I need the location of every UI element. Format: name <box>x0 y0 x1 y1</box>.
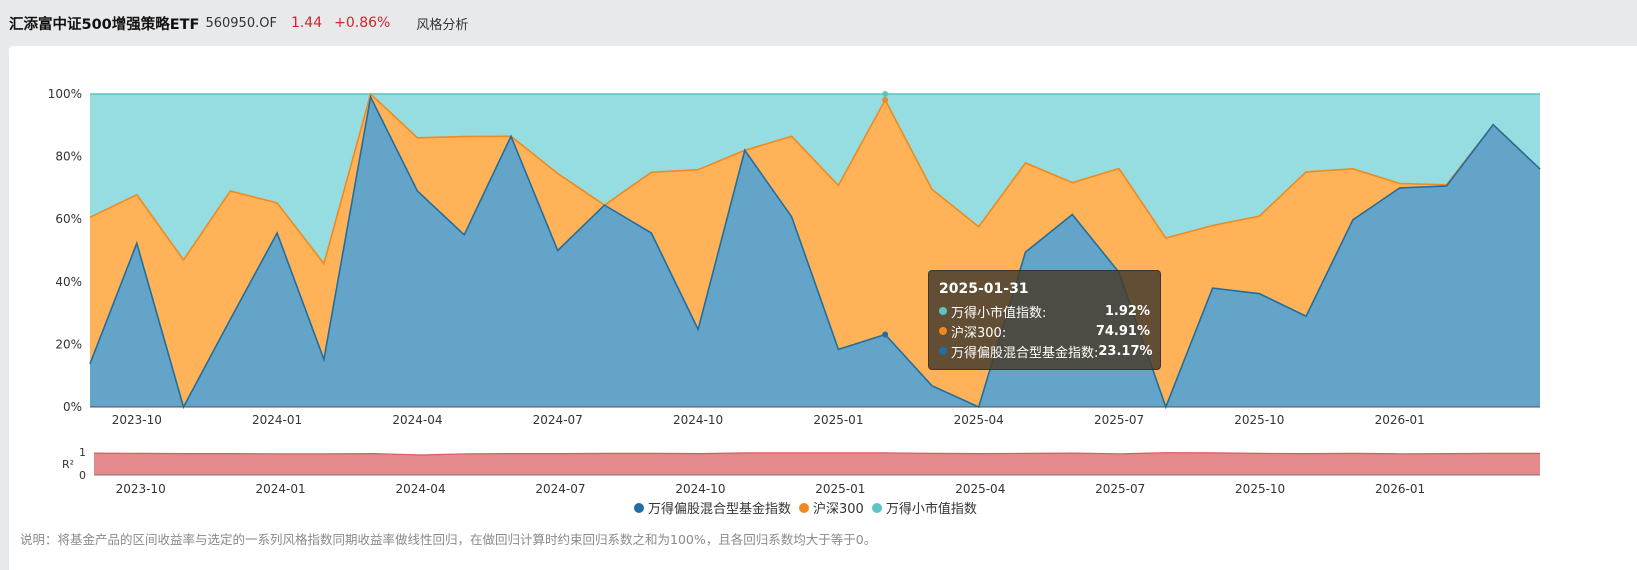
series-area-1 <box>90 94 1540 407</box>
tab-style-analysis[interactable]: 风格分析 <box>416 17 469 33</box>
x-tick-label: 2023-10 <box>112 413 162 427</box>
legend-dot-icon <box>634 502 644 513</box>
fund-code: 560950.OF <box>205 15 277 31</box>
x-tick-label: 2026-01 <box>1375 413 1425 427</box>
r2-line <box>93 452 1540 456</box>
legend-label: 万得小市值指数 <box>885 502 977 517</box>
series-line-1 <box>89 92 1541 266</box>
tooltip-series-value: 74.91% <box>1095 323 1150 339</box>
tooltip-series-name: 万得小市值指数: <box>951 305 1047 321</box>
r2-x-tick-label: 2024-07 <box>535 482 585 496</box>
x-tick-label: 2025-01 <box>813 413 863 427</box>
r2-x-tick-label: 2025-07 <box>1095 482 1145 496</box>
series-area-0 <box>90 97 1540 407</box>
r2-y-tick-label: 0 <box>79 469 86 482</box>
tooltip-row: 沪深300: 74.91% <box>939 321 1150 341</box>
legend-label: 沪深300 <box>813 502 864 517</box>
fund-header: 汇添富中证500增强策略ETF 560950.OF 1.44 +0.86% 风格… <box>0 0 1637 46</box>
x-tick-label: 2025-04 <box>954 413 1004 427</box>
fund-price: 1.44 <box>290 15 323 31</box>
tooltip-date: 2025-01-31 <box>939 281 1029 297</box>
fund-name: 汇添富中证500增强策略ETF <box>9 16 200 33</box>
tooltip-series-value: 1.92% <box>1104 303 1150 319</box>
x-tick-label: 2024-10 <box>673 413 723 427</box>
tooltip-dot-icon <box>939 347 947 355</box>
y-tick-label: 0% <box>63 400 82 414</box>
r2-x-tick-label: 2024-04 <box>395 482 445 496</box>
x-tick-label: 2025-10 <box>1234 413 1284 427</box>
legend-dot-icon <box>871 502 882 513</box>
hover-point <box>882 331 889 338</box>
legend-dot-icon <box>799 502 810 513</box>
legend-item-fund-index[interactable]: 万得偏股混合型基金指数 <box>634 498 791 517</box>
chart-legend: 万得偏股混合型基金指数 沪深300 万得小市值指数 <box>634 498 985 517</box>
r2-x-tick-label: 2023-10 <box>116 482 166 496</box>
r2-area <box>94 452 1540 475</box>
fund-change: +0.86% <box>334 15 391 31</box>
y-tick-label: 40% <box>55 275 82 289</box>
r2-x-tick-label: 2026-01 <box>1375 482 1425 496</box>
hover-point <box>882 91 889 97</box>
r2-x-tick-label: 2025-04 <box>955 482 1005 496</box>
tooltip-series-name: 万得偏股混合型基金指数: <box>951 345 1099 361</box>
x-tick-label: 2025-07 <box>1094 413 1144 427</box>
r2-y-label: R² <box>62 458 74 471</box>
y-tick-label: 100% <box>48 87 82 101</box>
tooltip-row: 万得偏股混合型基金指数: 23.17% <box>939 341 1153 361</box>
tooltip-dot-icon <box>939 327 947 335</box>
explanation-note: 说明：将基金产品的区间收益率与选定的一系列风格指数同期收益率做线性回归，在做回归… <box>20 532 877 547</box>
tooltip-series-name: 沪深300: <box>951 325 1007 341</box>
r2-x-tick-label: 2024-01 <box>256 482 306 496</box>
y-tick-label: 20% <box>55 337 82 351</box>
legend-label: 万得偏股混合型基金指数 <box>648 502 792 517</box>
x-tick-label: 2024-01 <box>252 413 302 427</box>
legend-item-hs300[interactable]: 沪深300 <box>799 498 864 517</box>
tooltip-row: 万得小市值指数: 1.92% <box>939 301 1150 321</box>
chart-tooltip: 2025-01-31 万得小市值指数: 1.92% 沪深300: 74.91% … <box>928 270 1161 370</box>
r2-x-tick-label: 2025-10 <box>1235 482 1285 496</box>
legend-item-small-cap[interactable]: 万得小市值指数 <box>871 498 977 517</box>
x-tick-label: 2024-07 <box>533 413 583 427</box>
tooltip-series-value: 23.17% <box>1098 343 1153 359</box>
hover-point <box>882 97 889 104</box>
r2-x-tick-label: 2024-10 <box>675 482 725 496</box>
y-tick-label: 60% <box>55 212 82 226</box>
y-tick-label: 80% <box>55 150 82 164</box>
x-tick-label: 2024-04 <box>392 413 442 427</box>
r2-y-tick-label: 1 <box>79 446 86 459</box>
r2-x-tick-label: 2025-01 <box>815 482 865 496</box>
series-line-0 <box>89 94 1541 410</box>
tooltip-dot-icon <box>939 307 947 315</box>
